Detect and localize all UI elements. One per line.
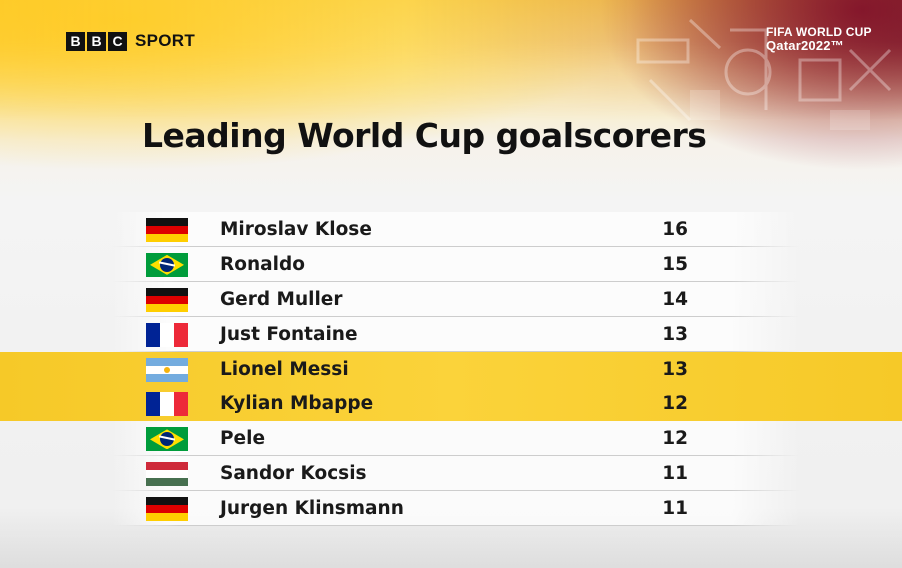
goal-count: 15 xyxy=(662,253,688,275)
player-name: Kylian Mbappe xyxy=(220,393,374,415)
player-name: Lionel Messi xyxy=(220,358,349,380)
table-row: Ronaldo 15 xyxy=(0,246,902,282)
france-flag-icon xyxy=(146,392,188,417)
goal-count: 11 xyxy=(662,463,688,485)
brazil-flag-icon xyxy=(146,252,188,277)
table-row: Miroslav Klose 16 xyxy=(0,212,902,247)
bbc-letter-box: C xyxy=(108,31,127,51)
goal-count: 14 xyxy=(662,288,688,310)
bbc-letter-box: B xyxy=(66,31,85,51)
fifa-world-cup-logo: FIFA WORLD CUP Qatar2022™ xyxy=(766,26,872,52)
goal-count: 12 xyxy=(662,428,688,450)
table-row: Pele 12 xyxy=(0,421,902,457)
table-row: Kylian Mbappe 12 xyxy=(0,386,902,422)
player-name: Pele xyxy=(220,428,265,450)
event-line1: FIFA WORLD CUP xyxy=(766,25,872,39)
argentina-flag-icon xyxy=(146,357,188,382)
player-name: Sandor Kocsis xyxy=(220,463,367,485)
page-title: Leading World Cup goalscorers xyxy=(142,116,707,155)
table-row: Just Fontaine 13 xyxy=(0,316,902,352)
event-line2: Qatar2022™ xyxy=(766,38,844,53)
player-name: Ronaldo xyxy=(220,253,305,275)
bbc-sport-logo: B B C SPORT xyxy=(66,31,195,51)
france-flag-icon xyxy=(146,322,188,347)
germany-flag-icon xyxy=(146,287,188,312)
goal-count: 11 xyxy=(662,498,688,520)
table-row: Sandor Kocsis 11 xyxy=(0,456,902,492)
hungary-flag-icon xyxy=(146,462,188,487)
germany-flag-icon xyxy=(146,497,188,522)
player-name: Jurgen Klinsmann xyxy=(220,498,404,520)
sport-label: SPORT xyxy=(135,31,196,50)
qatar-pattern-decoration xyxy=(636,18,892,130)
goalscorers-table: Miroslav Klose 16 Ronaldo 15 Gerd Muller 14 Ju… xyxy=(0,212,902,526)
goal-count: 12 xyxy=(662,393,688,415)
table-row: Gerd Muller 14 xyxy=(0,281,902,317)
bbc-letter-box: B xyxy=(87,31,106,51)
brazil-flag-icon xyxy=(146,427,188,452)
header-gradient-band xyxy=(0,0,902,120)
germany-flag-icon xyxy=(146,218,188,242)
table-row: Lionel Messi 13 xyxy=(0,351,902,387)
goal-count: 13 xyxy=(662,323,688,345)
goal-count: 16 xyxy=(662,219,688,240)
player-name: Gerd Muller xyxy=(220,288,343,310)
goal-count: 13 xyxy=(662,358,688,380)
player-name: Just Fontaine xyxy=(220,323,358,345)
player-name: Miroslav Klose xyxy=(220,219,372,240)
table-row: Jurgen Klinsmann 11 xyxy=(0,491,902,526)
